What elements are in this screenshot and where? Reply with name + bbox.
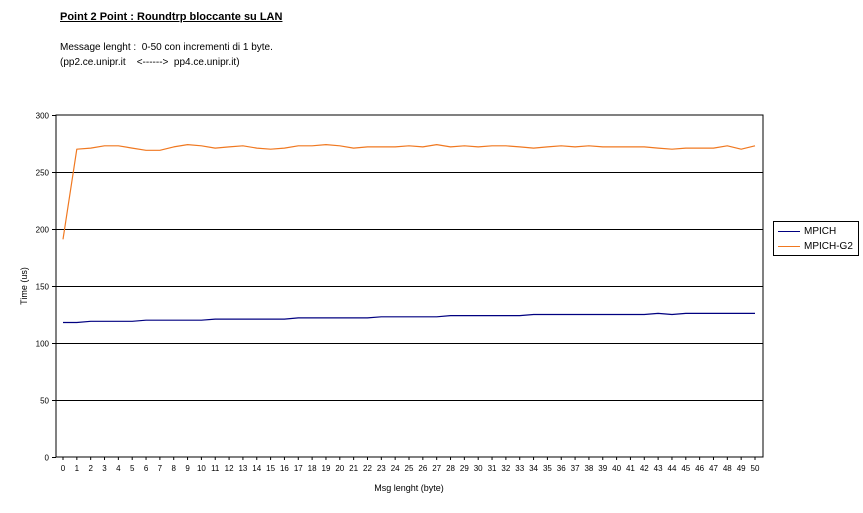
x-tick-label: 44 <box>668 464 677 473</box>
x-tick-label: 30 <box>474 464 483 473</box>
series-line-mpich-g2 <box>62 144 756 240</box>
y-tick-label: 150 <box>36 283 50 292</box>
x-tick-label: 17 <box>294 464 303 473</box>
subtitle-message-length: Message lenght : 0-50 con incrementi di … <box>60 42 273 53</box>
x-tick-label: 50 <box>751 464 760 473</box>
x-tick-label: 12 <box>225 464 234 473</box>
y-tick-label: 200 <box>36 226 50 235</box>
x-tick-label: 22 <box>363 464 372 473</box>
series-line-mpich <box>63 312 755 324</box>
x-tick-label: 14 <box>252 464 261 473</box>
y-tick-label: 0 <box>45 454 50 463</box>
axes <box>52 114 764 460</box>
x-tick-label: 31 <box>488 464 497 473</box>
x-tick-label: 39 <box>598 464 607 473</box>
legend-label-mpich-g2: MPICH-G2 <box>804 240 853 252</box>
legend-label-mpich: MPICH <box>804 225 837 237</box>
x-tick-label: 1 <box>75 464 80 473</box>
series-lines <box>62 144 756 324</box>
legend: MPICH MPICH-G2 <box>773 221 859 256</box>
x-tick-label: 38 <box>584 464 593 473</box>
x-tick-label: 45 <box>681 464 690 473</box>
y-tick-label: 300 <box>36 112 50 121</box>
x-tick-label: 48 <box>723 464 732 473</box>
x-tick-label: 2 <box>88 464 93 473</box>
x-tick-labels: 0 1 2 3 4 5 6 7 8 9 10 11 12 13 14 15 16 17 18 19 20 21 22 23 24… <box>61 464 760 473</box>
x-tick-label: 35 <box>543 464 552 473</box>
x-tick-label: 18 <box>308 464 317 473</box>
legend-item-mpich-g2: MPICH-G2 <box>778 239 853 253</box>
x-tick-label: 11 <box>211 464 220 473</box>
x-tick-label: 43 <box>654 464 663 473</box>
y-axis-label: Time (us) <box>19 267 29 305</box>
x-tick-label: 26 <box>418 464 427 473</box>
x-tick-label: 42 <box>640 464 649 473</box>
x-tick-label: 6 <box>144 464 149 473</box>
x-tick-label: 7 <box>158 464 163 473</box>
y-tick-label: 100 <box>36 340 50 349</box>
x-tick-label: 24 <box>391 464 400 473</box>
y-tick-label: 50 <box>40 397 49 406</box>
x-tick-label: 34 <box>529 464 538 473</box>
x-tick-label: 41 <box>626 464 635 473</box>
x-tick-label: 32 <box>501 464 510 473</box>
x-tick-label: 40 <box>612 464 621 473</box>
x-tick-label: 37 <box>571 464 580 473</box>
x-tick-label: 10 <box>197 464 206 473</box>
subtitle-hosts: (pp2.ce.unipr.it <------> pp4.ce.unipr.i… <box>60 57 240 68</box>
x-tick-label: 8 <box>171 464 176 473</box>
x-tick-label: 5 <box>130 464 135 473</box>
x-tick-label: 46 <box>695 464 704 473</box>
x-tick-label: 19 <box>322 464 331 473</box>
x-tick-label: 13 <box>238 464 247 473</box>
x-tick-label: 0 <box>61 464 66 473</box>
x-tick-label: 29 <box>460 464 469 473</box>
chart-title: Point 2 Point : Roundtrp bloccante su LA… <box>60 11 283 23</box>
y-tick-label: 250 <box>36 169 50 178</box>
x-tick-label: 27 <box>432 464 441 473</box>
x-tick-label: 23 <box>377 464 386 473</box>
x-tick-label: 33 <box>515 464 524 473</box>
x-tick-label: 36 <box>557 464 566 473</box>
x-tick-label: 9 <box>185 464 190 473</box>
x-axis-label: Msg lenght (byte) <box>374 483 444 493</box>
legend-swatch-mpich-g2 <box>778 245 800 247</box>
x-tick-label: 3 <box>102 464 107 473</box>
x-tick-label: 47 <box>709 464 718 473</box>
x-tick-label: 49 <box>737 464 746 473</box>
gridlines <box>56 172 763 401</box>
x-tick-label: 16 <box>280 464 289 473</box>
x-tick-label: 25 <box>405 464 414 473</box>
y-tick-labels: 0 50 100 150 200 250 300 <box>36 112 50 463</box>
x-tick-label: 28 <box>446 464 455 473</box>
x-tick-label: 4 <box>116 464 121 473</box>
x-tick-label: 15 <box>266 464 275 473</box>
x-tick-label: 21 <box>349 464 358 473</box>
legend-swatch-mpich <box>778 230 800 232</box>
legend-item-mpich: MPICH <box>778 224 836 238</box>
x-tick-label: 20 <box>335 464 344 473</box>
